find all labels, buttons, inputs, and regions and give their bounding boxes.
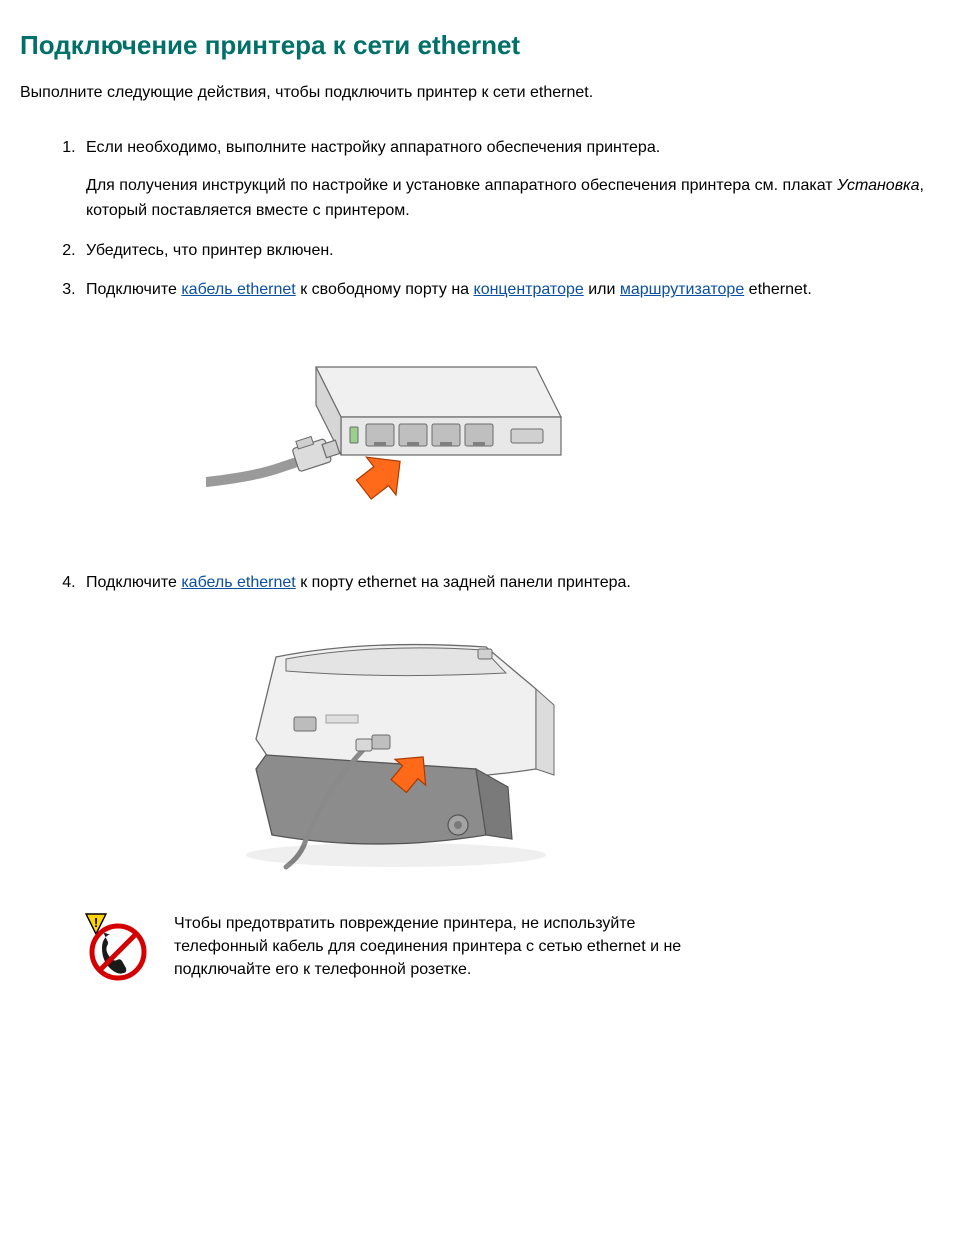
document-page: Подключение принтера к сети ethernet Вып… bbox=[0, 0, 954, 1235]
link-hub[interactable]: концентраторе bbox=[474, 281, 584, 298]
step-2-text: Убедитесь, что принтер включен. bbox=[86, 242, 334, 259]
step-1-sub-a: Для получения инструкций по настройке и … bbox=[86, 177, 837, 194]
printer-illustration-icon bbox=[206, 619, 586, 879]
step-1-sub-italic: Установка bbox=[837, 177, 919, 194]
warning-text: Чтобы предотвратить повреждение принтера… bbox=[174, 912, 700, 982]
step-4-a: Подключите bbox=[86, 574, 181, 591]
svg-text:!: ! bbox=[94, 915, 98, 930]
step-2: Убедитесь, что принтер включен. bbox=[80, 238, 934, 264]
link-ethernet-cable-2[interactable]: кабель ethernet bbox=[181, 574, 295, 591]
figure-printer bbox=[206, 619, 934, 888]
steps-list: Если необходимо, выполните настройку апп… bbox=[50, 135, 934, 888]
step-4-b: к порту ethernet на задней панели принте… bbox=[296, 574, 631, 591]
figure-hub bbox=[206, 327, 934, 546]
step-1-text: Если необходимо, выполните настройку апп… bbox=[86, 139, 660, 156]
link-ethernet-cable-1[interactable]: кабель ethernet bbox=[181, 281, 295, 298]
page-title: Подключение принтера к сети ethernet bbox=[20, 30, 934, 61]
step-3-c: или bbox=[584, 281, 620, 298]
no-phone-warning-icon: ! bbox=[80, 912, 150, 987]
step-3-b: к свободному порту на bbox=[296, 281, 474, 298]
intro-paragraph: Выполните следующие действия, чтобы подк… bbox=[20, 81, 934, 105]
warning-block: ! Чтобы предотвратить повреждение принте… bbox=[80, 912, 700, 987]
step-3-d: ethernet. bbox=[744, 281, 812, 298]
step-4: Подключите кабель ethernet к порту ether… bbox=[80, 570, 934, 888]
step-1-subtext: Для получения инструкций по настройке и … bbox=[86, 173, 934, 224]
hub-illustration-icon bbox=[206, 327, 566, 537]
step-1: Если необходимо, выполните настройку апп… bbox=[80, 135, 934, 224]
link-router[interactable]: маршрутизаторе bbox=[620, 281, 744, 298]
step-3: Подключите кабель ethernet к свободному … bbox=[80, 277, 934, 545]
step-3-a: Подключите bbox=[86, 281, 181, 298]
